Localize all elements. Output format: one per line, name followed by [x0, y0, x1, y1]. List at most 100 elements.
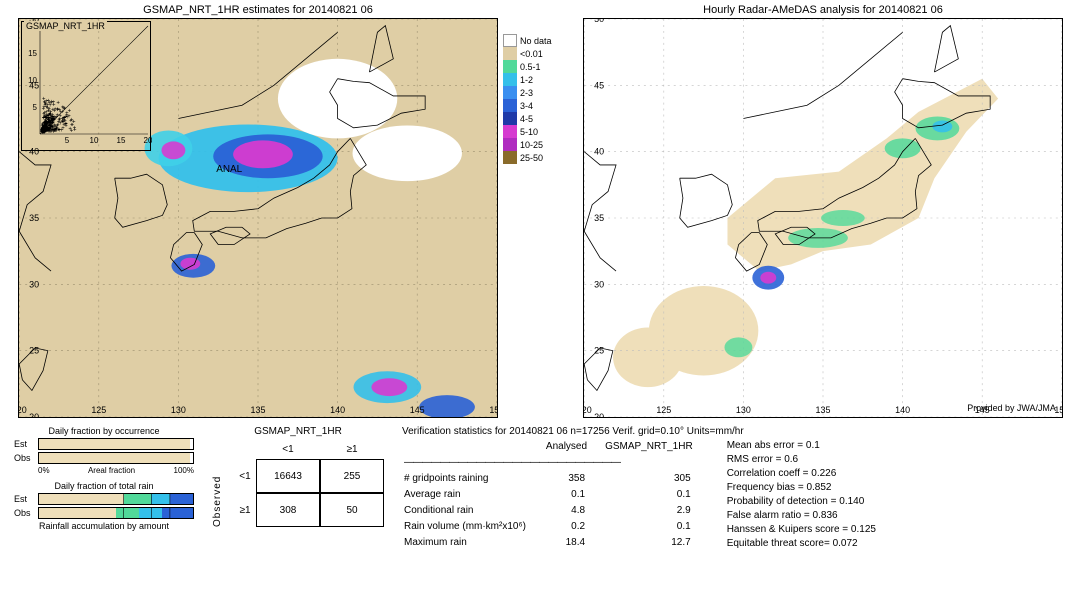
- legend-entry: <0.01: [503, 47, 558, 60]
- legend-entry: 4-5: [503, 112, 558, 125]
- left-map-title: GSMAP_NRT_1HR estimates for 20140821 06: [18, 4, 498, 16]
- maps-row: GSMAP_NRT_1HR estimates for 20140821 06 …: [0, 0, 1080, 418]
- svg-text:35: 35: [29, 213, 39, 223]
- bar-axis-mid: Areal fraction: [88, 466, 135, 475]
- ct-observed-label: Observed: [212, 459, 234, 527]
- precip-legend: No data<0.010.5-11-22-33-44-55-1010-2525…: [503, 34, 558, 164]
- bar-axis-left: 0%: [38, 466, 50, 475]
- metric-line: Mean abs error = 0.1: [727, 439, 876, 453]
- svg-text:20: 20: [29, 412, 39, 417]
- ct-row-a: <1: [234, 459, 256, 493]
- svg-text:125: 125: [91, 405, 106, 415]
- svg-text:+: +: [56, 107, 60, 113]
- svg-text:10: 10: [90, 136, 99, 145]
- metric-line: Correlation coeff = 0.226: [727, 467, 876, 481]
- svg-text:120: 120: [19, 405, 27, 415]
- svg-text:5: 5: [65, 136, 70, 145]
- svg-text:+: +: [43, 129, 47, 135]
- svg-text:+: +: [52, 100, 56, 106]
- daily-fraction-bars: Daily fraction by occurrence Est Obs 0% …: [14, 426, 194, 531]
- bars-title-1: Daily fraction by occurrence: [14, 426, 194, 436]
- svg-text:120: 120: [584, 405, 592, 415]
- svg-text:5: 5: [33, 103, 38, 112]
- svg-text:+: +: [65, 115, 69, 121]
- bar-est-label-2: Est: [14, 494, 38, 504]
- bar-est-label: Est: [14, 439, 38, 449]
- right-map-panel: Hourly Radar-AMeDAS analysis for 2014082…: [583, 4, 1063, 418]
- metric-line: Hanssen & Kuipers score = 0.125: [727, 523, 876, 537]
- svg-text:50: 50: [594, 19, 604, 24]
- bars-title-2: Daily fraction of total rain: [14, 481, 194, 491]
- svg-text:Provided by JWA/JMA: Provided by JWA/JMA: [967, 403, 1056, 413]
- stats-metrics: Mean abs error = 0.1RMS error = 0.6Corre…: [727, 439, 876, 551]
- right-map-svg: 12012513013514014515020253035404550Provi…: [584, 19, 1062, 417]
- right-map-frame: 12012513013514014515020253035404550Provi…: [583, 18, 1063, 418]
- scatter-inset: GSMAP_NRT_1HR 55101015152020++++++++++++…: [21, 21, 151, 151]
- svg-text:20: 20: [594, 412, 604, 417]
- svg-text:25: 25: [594, 346, 604, 356]
- metric-line: RMS error = 0.6: [727, 453, 876, 467]
- legend-entry: No data: [503, 34, 558, 47]
- svg-text:ANAL: ANAL: [216, 164, 242, 175]
- legend-entry: 10-25: [503, 138, 558, 151]
- contingency-table: GSMAP_NRT_1HR <1 ≥1 Observed <1 16643 25…: [212, 426, 384, 527]
- legend-entry: 1-2: [503, 73, 558, 86]
- ct-cell-00: 16643: [256, 459, 320, 493]
- ct-col-b: ≥1: [320, 439, 384, 459]
- metric-line: False alarm ratio = 0.836: [727, 509, 876, 523]
- bar-obs-2: Obs: [14, 507, 194, 519]
- svg-text:25: 25: [29, 346, 39, 356]
- left-map-frame: 12012513013514014515020253035404550ANAL …: [18, 18, 498, 418]
- svg-text:145: 145: [410, 405, 425, 415]
- footer-row: Daily fraction by occurrence Est Obs 0% …: [0, 418, 1080, 551]
- svg-text:35: 35: [594, 213, 604, 223]
- svg-text:+: +: [48, 130, 52, 136]
- bar-est-2: Est: [14, 493, 194, 505]
- legend-entry: 25-50: [503, 151, 558, 164]
- stats-title: Verification statistics for 20140821 06 …: [402, 426, 1066, 437]
- metric-line: Frequency bias = 0.852: [727, 481, 876, 495]
- svg-text:130: 130: [736, 405, 751, 415]
- stats-row: Maximum rain18.412.7: [404, 535, 701, 549]
- verification-stats: Verification statistics for 20140821 06 …: [402, 426, 1066, 551]
- svg-text:+: +: [61, 106, 65, 112]
- svg-text:+: +: [58, 117, 62, 123]
- metric-line: Probability of detection = 0.140: [727, 495, 876, 509]
- bar-obs-1: Obs: [14, 452, 194, 464]
- svg-text:15: 15: [117, 136, 126, 145]
- bar-obs-label-2: Obs: [14, 508, 38, 518]
- svg-text:+: +: [55, 115, 59, 121]
- stats-col-analysed: Analysed: [538, 441, 595, 454]
- left-map-panel: GSMAP_NRT_1HR estimates for 20140821 06 …: [18, 4, 498, 418]
- ct-col-a: <1: [256, 439, 320, 459]
- svg-text:135: 135: [816, 405, 831, 415]
- bar-axis-right: 100%: [174, 466, 194, 475]
- svg-text:+: +: [55, 124, 59, 130]
- svg-text:+: +: [60, 128, 64, 134]
- right-map-title: Hourly Radar-AMeDAS analysis for 2014082…: [583, 4, 1063, 16]
- svg-text:+: +: [50, 124, 54, 130]
- bar-est-1: Est: [14, 438, 194, 450]
- svg-text:130: 130: [171, 405, 186, 415]
- stats-row: # gridpoints raining358305: [404, 471, 701, 485]
- stats-dash: ————————————————————————: [404, 456, 701, 469]
- ct-row-b: ≥1: [234, 493, 256, 527]
- svg-text:+: +: [73, 125, 77, 131]
- stats-table: Analysed GSMAP_NRT_1HR —————————————————…: [402, 439, 703, 551]
- svg-text:125: 125: [656, 405, 671, 415]
- ct-title: GSMAP_NRT_1HR: [212, 426, 384, 437]
- svg-text:135: 135: [251, 405, 266, 415]
- metric-line: Equitable threat score= 0.072: [727, 537, 876, 551]
- svg-text:45: 45: [594, 80, 604, 90]
- stats-row: Rain volume (mm·km²x10⁶)0.20.1: [404, 519, 701, 533]
- bar-axis-1: 0% Areal fraction 100%: [14, 466, 194, 475]
- legend-entry: 0.5-1: [503, 60, 558, 73]
- ct-cell-01: 255: [320, 459, 384, 493]
- stats-col-gsmap: GSMAP_NRT_1HR: [597, 441, 701, 454]
- scatter-inset-title: GSMAP_NRT_1HR: [24, 21, 107, 31]
- svg-text:140: 140: [895, 405, 910, 415]
- ct-grid: <1 ≥1 Observed <1 16643 255 ≥1 308 50: [212, 439, 384, 527]
- stats-row: Average rain0.10.1: [404, 487, 701, 501]
- ct-cell-10: 308: [256, 493, 320, 527]
- scatter-inset-svg: 55101015152020++++++++++++++++++++++++++…: [22, 22, 152, 152]
